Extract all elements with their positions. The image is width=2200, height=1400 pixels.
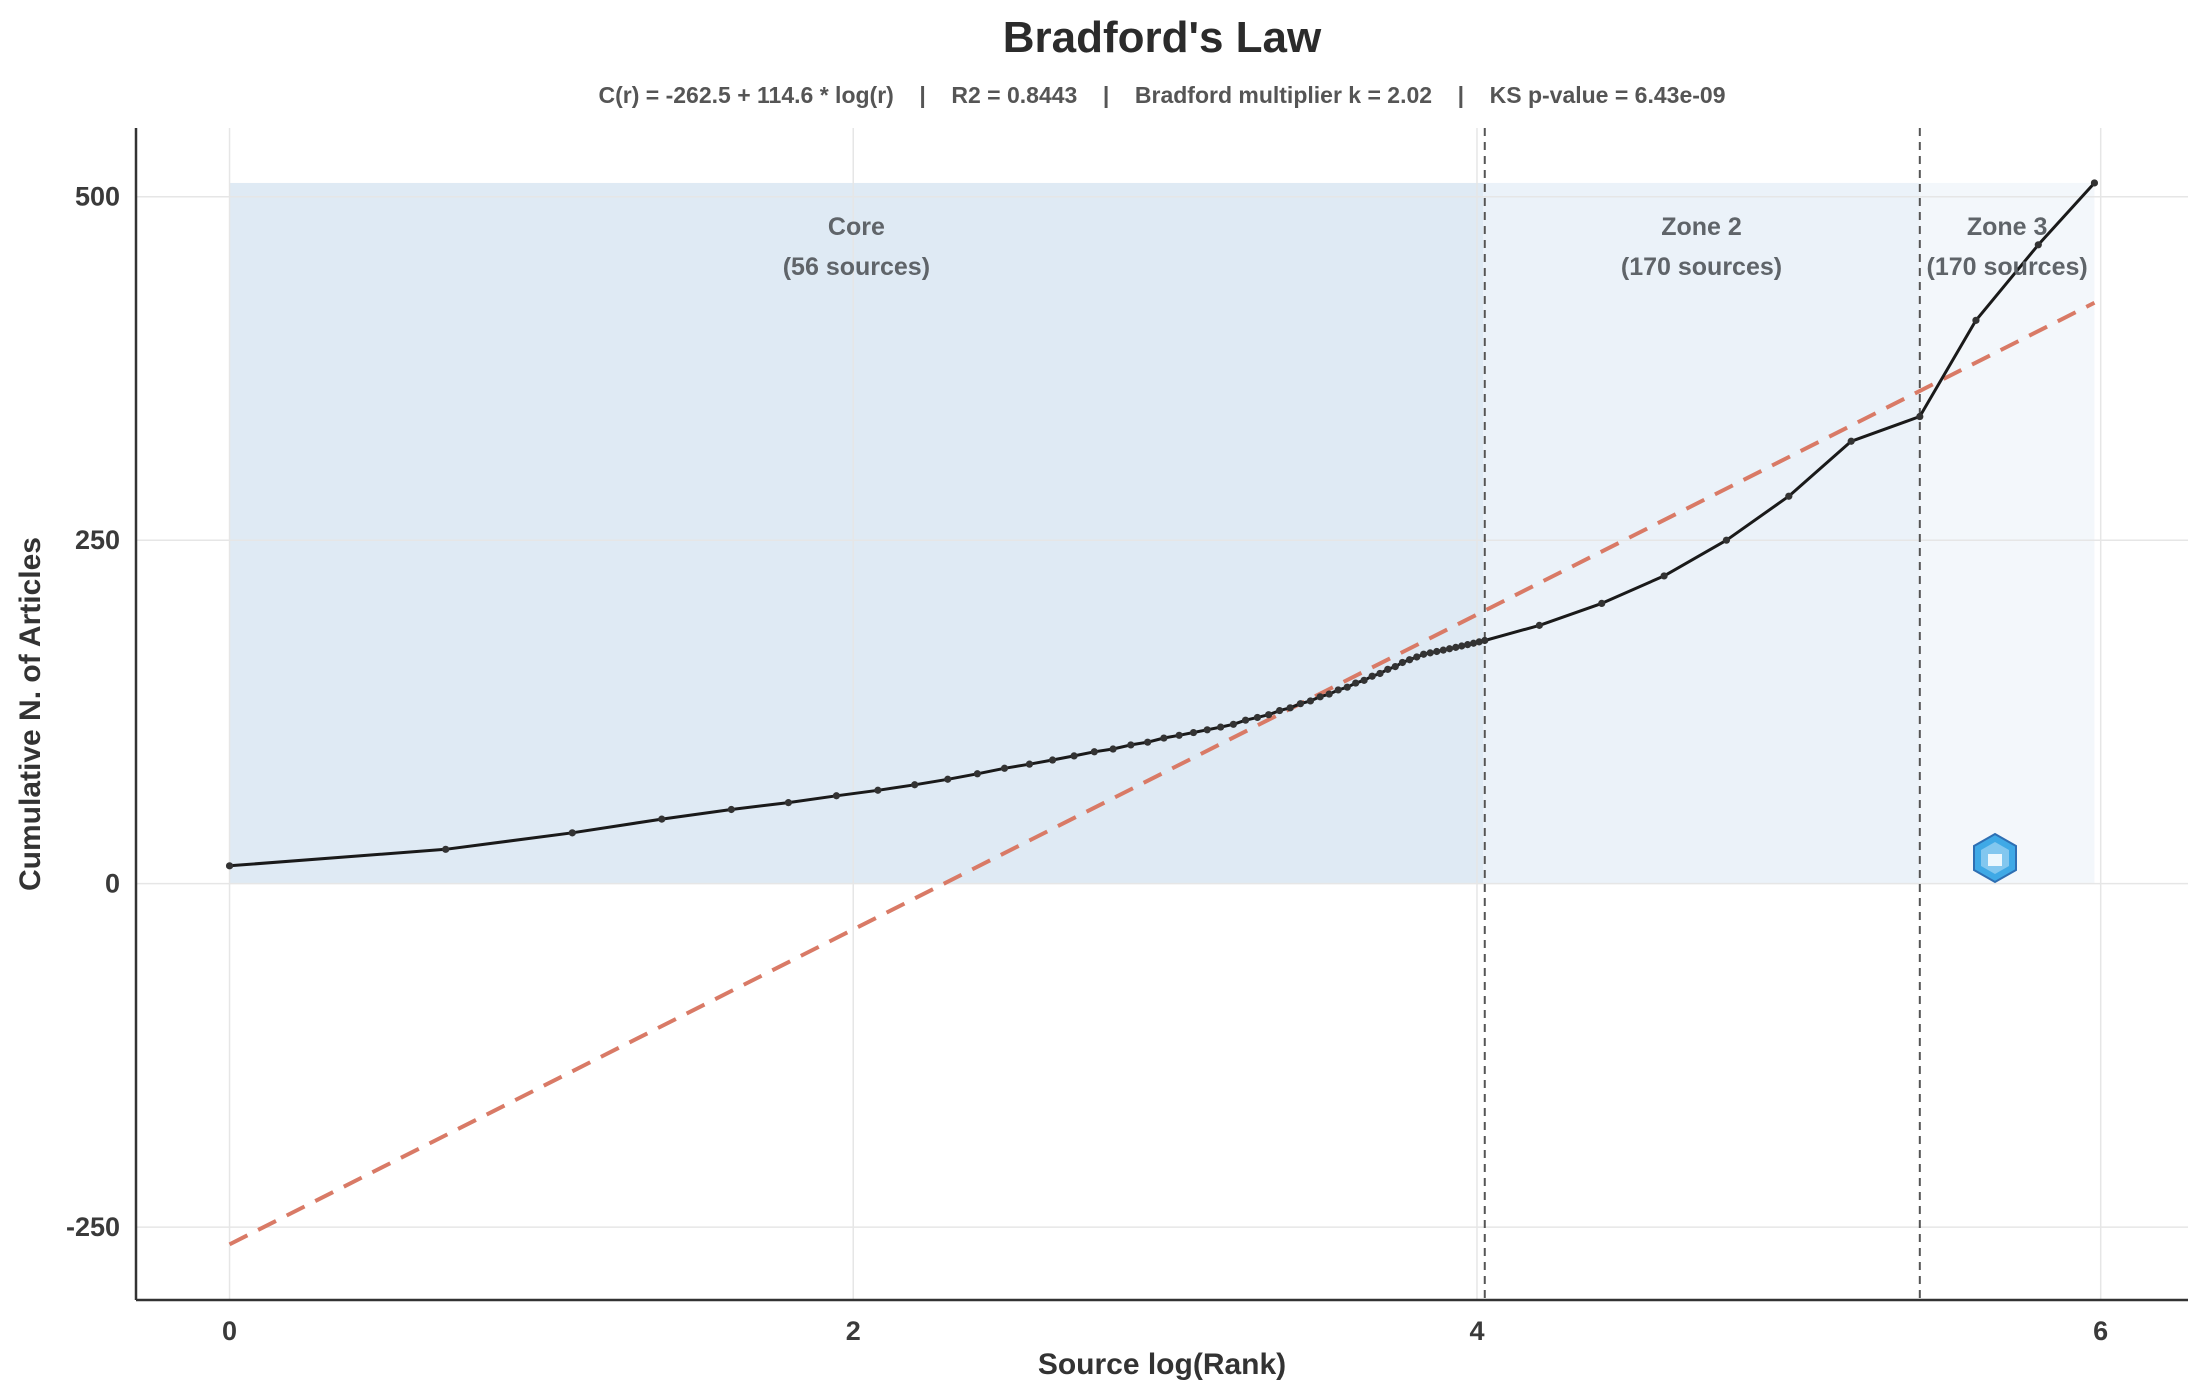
zone-count-3: (170 sources)	[1927, 253, 2088, 281]
data-point-12	[1025, 760, 1034, 768]
data-point-28	[1275, 706, 1284, 715]
data-point-3	[658, 815, 666, 823]
data-point-61	[1847, 437, 1855, 445]
data-point-56	[1535, 621, 1543, 629]
data-point-42	[1398, 658, 1407, 667]
data-point-59	[1722, 536, 1731, 544]
x-tick-label-0: 0	[222, 1316, 237, 1346]
data-point-2	[568, 829, 576, 837]
data-point-8	[911, 781, 919, 789]
data-point-9	[944, 775, 952, 783]
y-tick-label-3: 500	[75, 182, 120, 212]
data-point-7	[874, 786, 882, 794]
fit-layer	[228, 300, 2096, 1247]
data-point-41	[1391, 662, 1399, 671]
data-point-30	[1296, 700, 1305, 708]
data-point-51	[1458, 642, 1466, 650]
data-point-58	[1660, 572, 1668, 580]
data-point-63	[1972, 316, 1980, 324]
y-tick-label-0: -250	[66, 1212, 120, 1242]
chart-title: Bradford's Law	[1003, 13, 1322, 62]
x-tick-label-2: 4	[1469, 1316, 1484, 1346]
x-axis-label: Source log(Rank)	[1038, 1348, 1286, 1381]
data-point-54	[1475, 638, 1483, 646]
data-point-20	[1175, 731, 1183, 739]
zone-name-1: Core	[828, 213, 885, 241]
data-point-34	[1334, 686, 1342, 694]
data-point-21	[1189, 728, 1198, 737]
data-point-10	[973, 770, 981, 778]
y-ticks: -250 0 250 500	[66, 182, 120, 1242]
data-point-64	[2034, 241, 2042, 249]
zone-name-2: Zone 2	[1661, 213, 1742, 241]
data-point-15	[1090, 748, 1098, 756]
x-tick-label-3: 6	[2093, 1316, 2108, 1346]
data-point-19	[1160, 734, 1168, 742]
data-point-44	[1413, 653, 1421, 661]
y-axis-label: Cumulative N. of Articles	[14, 537, 47, 891]
y-tick-label-1: 0	[105, 869, 120, 899]
data-point-40	[1384, 665, 1392, 673]
data-point-5	[784, 799, 792, 807]
y-tick-label-2: 250	[75, 525, 120, 555]
data-point-0	[225, 862, 234, 870]
zone-count-1: (56 sources)	[783, 253, 930, 281]
data-point-45	[1420, 650, 1428, 658]
data-point-27	[1265, 711, 1273, 719]
chart-subtitle: C(r) = -262.5 + 114.6 * log(r) | R2 = 0.…	[599, 82, 1726, 108]
data-point-48	[1439, 646, 1447, 654]
data-point-50	[1452, 643, 1460, 651]
data-point-4	[727, 805, 735, 814]
data-point-16	[1109, 745, 1117, 753]
logo-icon	[1973, 832, 2017, 884]
data-point-53	[1469, 639, 1478, 647]
zone-labels: Core (56 sources) Zone 2 (170 sources) Zone …	[783, 213, 2088, 281]
data-point-24	[1229, 720, 1238, 728]
data-point-18	[1144, 738, 1152, 746]
data-point-22	[1203, 726, 1211, 734]
data-point-14	[1070, 752, 1078, 760]
data-point-35	[1343, 683, 1351, 691]
data-point-1	[442, 845, 450, 853]
data-point-26	[1253, 713, 1262, 722]
data-point-37	[1360, 676, 1368, 684]
series-layer	[225, 179, 2099, 870]
zone-band-3	[1919, 182, 2095, 884]
data-point-11	[1000, 764, 1009, 772]
zone-name-3: Zone 3	[1967, 213, 2048, 241]
data-point-39	[1376, 669, 1384, 678]
data-point-17	[1127, 741, 1135, 749]
data-point-29	[1286, 704, 1294, 712]
x-tick-label-1: 2	[846, 1316, 861, 1346]
data-point-46	[1426, 649, 1434, 657]
data-point-25	[1241, 716, 1250, 724]
zones-layer	[229, 182, 2095, 884]
zone-band-1	[229, 182, 1484, 884]
data-point-32	[1316, 693, 1324, 701]
data-point-65	[2090, 179, 2099, 187]
data-point-33	[1325, 690, 1333, 698]
data-point-62	[1916, 412, 1924, 421]
x-ticks: 0 2 4 6	[222, 1316, 2108, 1346]
data-point-36	[1352, 679, 1360, 687]
data-point-13	[1048, 756, 1057, 764]
zone-count-2: (170 sources)	[1621, 253, 1782, 281]
data-point-57	[1598, 599, 1606, 607]
data-point-38	[1368, 672, 1376, 680]
data-point-49	[1445, 645, 1454, 653]
data-point-6	[832, 792, 841, 800]
data-point-23	[1217, 723, 1225, 731]
data-point-52	[1464, 641, 1472, 649]
data-point-43	[1406, 656, 1414, 664]
data-point-31	[1306, 697, 1315, 705]
grid-layer	[136, 128, 2188, 1300]
data-point-60	[1785, 492, 1793, 500]
zone-band-2	[1483, 182, 1920, 884]
fit-line	[228, 300, 2096, 1247]
data-point-47	[1433, 647, 1441, 656]
data-point-55	[1481, 636, 1489, 645]
